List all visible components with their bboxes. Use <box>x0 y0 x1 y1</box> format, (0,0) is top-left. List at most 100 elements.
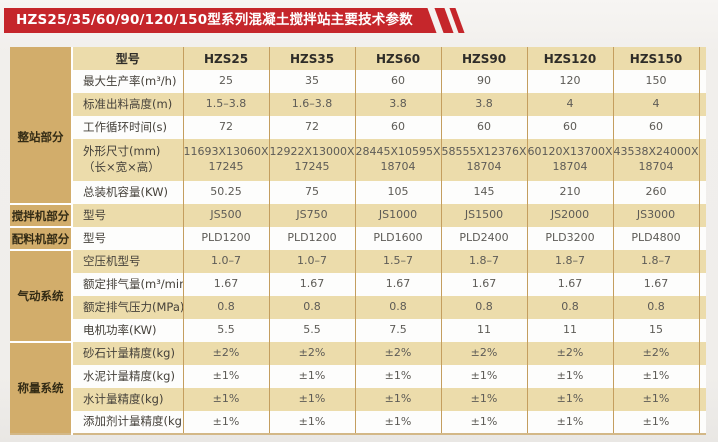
spec-value: 60120X13700X 18704 <box>527 139 614 181</box>
table-row: 总装机容量(KW) 50.25 75 105 145 210 260 <box>10 181 706 204</box>
table-edge-cap <box>699 411 706 434</box>
model-header: HZS60 <box>355 47 442 70</box>
title-banner: HZS25/35/60/90/120/150型系列混凝土搅拌站主要技术参数 <box>4 8 465 33</box>
param-name: 额定排气量(m³/min) <box>72 273 184 296</box>
spec-value: 60 <box>613 116 700 139</box>
spec-value: ±2% <box>269 342 356 365</box>
spec-value: ±2% <box>613 342 700 365</box>
spec-value: 11 <box>441 319 528 342</box>
spec-value: 1.67 <box>183 273 270 296</box>
spec-table: 型号 HZS25 HZS35 HZS60 HZS90 HZS120 HZS150 整站部分… <box>10 47 706 435</box>
spec-value: 260 <box>613 181 700 204</box>
spec-value: 43538X24000X 18704 <box>613 139 700 181</box>
spec-value: 12922X13000X 17245 <box>269 139 356 181</box>
spec-value: 105 <box>355 181 442 204</box>
param-name: 外形尺寸(mm) （长×宽×高） <box>72 139 184 181</box>
table-row: 水泥计量精度(kg) ±1% ±1% ±1% ±1% ±1% ±1% <box>10 365 706 388</box>
spec-value: ±2% <box>355 342 442 365</box>
spec-value: PLD4800 <box>613 227 700 250</box>
spec-value: 50.25 <box>183 181 270 204</box>
group-label: 气动系统 <box>10 249 73 342</box>
table-row: 电机功率(KW) 5.5 5.5 7.5 11 11 15 <box>10 319 706 342</box>
group-label: 称量系统 <box>10 341 73 434</box>
spec-value: 1.5–7 <box>355 250 442 273</box>
spec-value: PLD2400 <box>441 227 528 250</box>
spec-value: JS500 <box>183 204 270 227</box>
spec-value: 60 <box>527 116 614 139</box>
spec-value: 1.6–3.8 <box>269 93 356 116</box>
table-edge-cap <box>699 296 706 319</box>
table-edge-cap <box>699 365 706 388</box>
spec-value: ±1% <box>269 411 356 434</box>
table-edge-cap <box>699 273 706 296</box>
spec-value: 60 <box>355 70 442 93</box>
spec-value: JS2000 <box>527 204 614 227</box>
spec-value: 1.0–7 <box>269 250 356 273</box>
spec-value: 0.8 <box>613 296 700 319</box>
spec-value: ±2% <box>527 342 614 365</box>
spec-value: 1.67 <box>527 273 614 296</box>
spec-value: PLD1200 <box>183 227 270 250</box>
spec-value: 0.8 <box>527 296 614 319</box>
spec-value: ±1% <box>269 365 356 388</box>
spec-value: 0.8 <box>355 296 442 319</box>
spec-value: 7.5 <box>355 319 442 342</box>
spec-value: 1.67 <box>355 273 442 296</box>
spec-value: 0.8 <box>441 296 528 319</box>
param-header: 型号 <box>72 47 184 70</box>
spec-value: ±1% <box>527 411 614 434</box>
spec-value: 90 <box>441 70 528 93</box>
param-name: 水泥计量精度(kg) <box>72 365 184 388</box>
spec-value: 1.5–3.8 <box>183 93 270 116</box>
spec-value: 0.8 <box>269 296 356 319</box>
spec-value: 1.8–7 <box>441 250 528 273</box>
param-name: 空压机型号 <box>72 250 184 273</box>
spec-value: 145 <box>441 181 528 204</box>
table-edge-cap <box>699 70 706 93</box>
group-label: 整站部分 <box>10 70 73 204</box>
spec-value: 75 <box>269 181 356 204</box>
spec-value: 1.8–7 <box>613 250 700 273</box>
spec-value: 0.8 <box>183 296 270 319</box>
spec-value: ±1% <box>183 411 270 434</box>
spec-value: ±1% <box>355 411 442 434</box>
spec-value: ±1% <box>355 388 442 411</box>
spec-value: ±2% <box>441 342 528 365</box>
spec-value: 58555X12376X 18704 <box>441 139 528 181</box>
spec-value: 1.0–7 <box>183 250 270 273</box>
spec-value: 72 <box>183 116 270 139</box>
table-edge-cap <box>699 93 706 116</box>
spec-value: JS750 <box>269 204 356 227</box>
spec-value: 72 <box>269 116 356 139</box>
model-header: HZS150 <box>613 47 700 70</box>
table-row: 配料机部分 型号 PLD1200 PLD1200 PLD1600 PLD2400 PLD32… <box>10 226 706 250</box>
model-header: HZS120 <box>527 47 614 70</box>
spec-value: 210 <box>527 181 614 204</box>
group-label: 搅拌机部分 <box>10 203 73 227</box>
table-edge-cap <box>699 204 706 227</box>
model-header: HZS25 <box>183 47 270 70</box>
spec-value: ±1% <box>527 388 614 411</box>
table-edge-cap <box>699 47 706 70</box>
spec-value: 60 <box>441 116 528 139</box>
model-header: HZS35 <box>269 47 356 70</box>
spec-value: ±2% <box>183 342 270 365</box>
table-row: 添加剂计量精度(kg) ±1% ±1% ±1% ±1% ±1% ±1% <box>10 411 706 434</box>
param-name: 最大生产率(m³/h) <box>72 70 184 93</box>
spec-value: 5.5 <box>269 319 356 342</box>
table-edge-cap <box>699 388 706 411</box>
spec-value: ±1% <box>269 388 356 411</box>
table-row: 工作循环时间(s) 72 72 60 60 60 60 <box>10 116 706 139</box>
spec-value: ±1% <box>527 365 614 388</box>
table-edge-cap <box>699 342 706 365</box>
table-row: 额定排气压力(MPa) 0.8 0.8 0.8 0.8 0.8 0.8 <box>10 296 706 319</box>
spec-value: 25 <box>183 70 270 93</box>
spec-value: JS1500 <box>441 204 528 227</box>
param-name: 型号 <box>72 227 184 250</box>
spec-value: JS1000 <box>355 204 442 227</box>
spec-value: ±1% <box>613 388 700 411</box>
spec-value: 1.67 <box>269 273 356 296</box>
corner-cell <box>10 47 73 70</box>
spec-value: 28445X10595X 18704 <box>355 139 442 181</box>
